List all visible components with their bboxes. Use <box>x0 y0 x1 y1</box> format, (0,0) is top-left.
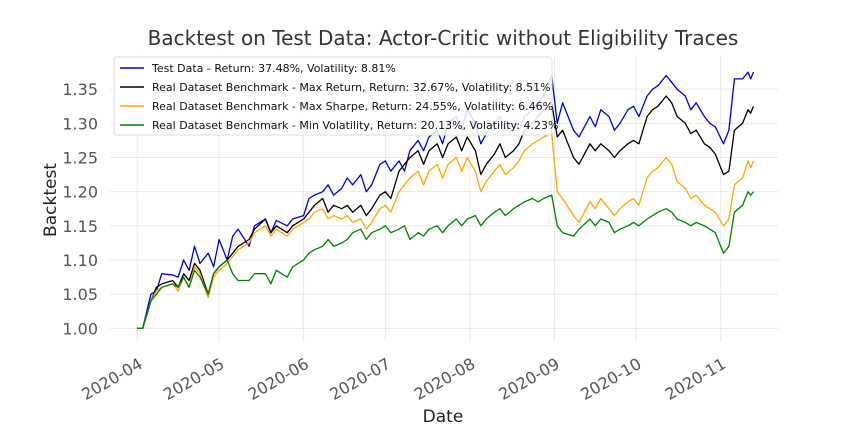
series-line-3 <box>137 191 755 329</box>
y-tick-label: 1.25 <box>62 149 98 168</box>
y-tick-label: 1.10 <box>62 251 98 270</box>
legend-entry: Real Dataset Benchmark - Min Volatility,… <box>152 119 558 132</box>
legend-entry: Real Dataset Benchmark - Max Sharpe, Ret… <box>152 100 553 113</box>
y-tick-label: 1.05 <box>62 285 98 304</box>
x-axis-label: Date <box>423 407 464 427</box>
y-tick-label: 1.20 <box>62 183 98 202</box>
x-tick-label: 2020-10 <box>577 354 644 404</box>
y-tick-label: 1.00 <box>62 319 98 338</box>
y-tick-label: 1.30 <box>62 114 98 133</box>
x-tick-label: 2020-05 <box>160 354 227 404</box>
x-tick-label: 2020-07 <box>326 354 393 404</box>
series-line-2 <box>137 132 755 329</box>
chart-title: Backtest on Test Data: Actor-Critic with… <box>148 26 739 50</box>
y-axis-ticks: 1.00 1.05 1.10 1.15 1.20 1.25 1.30 1.35 <box>62 80 98 338</box>
y-axis-label: Backtest <box>41 163 61 237</box>
x-axis-ticks: 2020-04 2020-05 2020-06 2020-07 2020-08 2020-… <box>78 354 729 404</box>
y-tick-label: 1.15 <box>62 217 98 236</box>
x-tick-label: 2020-08 <box>411 354 478 404</box>
x-tick-label: 2020-04 <box>78 354 145 404</box>
legend: Test Data - Return: 37.48%, Volatility: … <box>113 56 558 136</box>
x-tick-label: 2020-09 <box>495 354 562 404</box>
y-tick-label: 1.35 <box>62 80 98 99</box>
legend-entry: Real Dataset Benchmark - Max Return, Ret… <box>152 81 551 94</box>
legend-box <box>113 56 553 136</box>
series-line-1 <box>137 95 755 329</box>
x-tick-label: 2020-11 <box>662 354 729 404</box>
legend-entry: Test Data - Return: 37.48%, Volatility: … <box>151 62 396 75</box>
x-tick-label: 2020-06 <box>245 354 312 404</box>
